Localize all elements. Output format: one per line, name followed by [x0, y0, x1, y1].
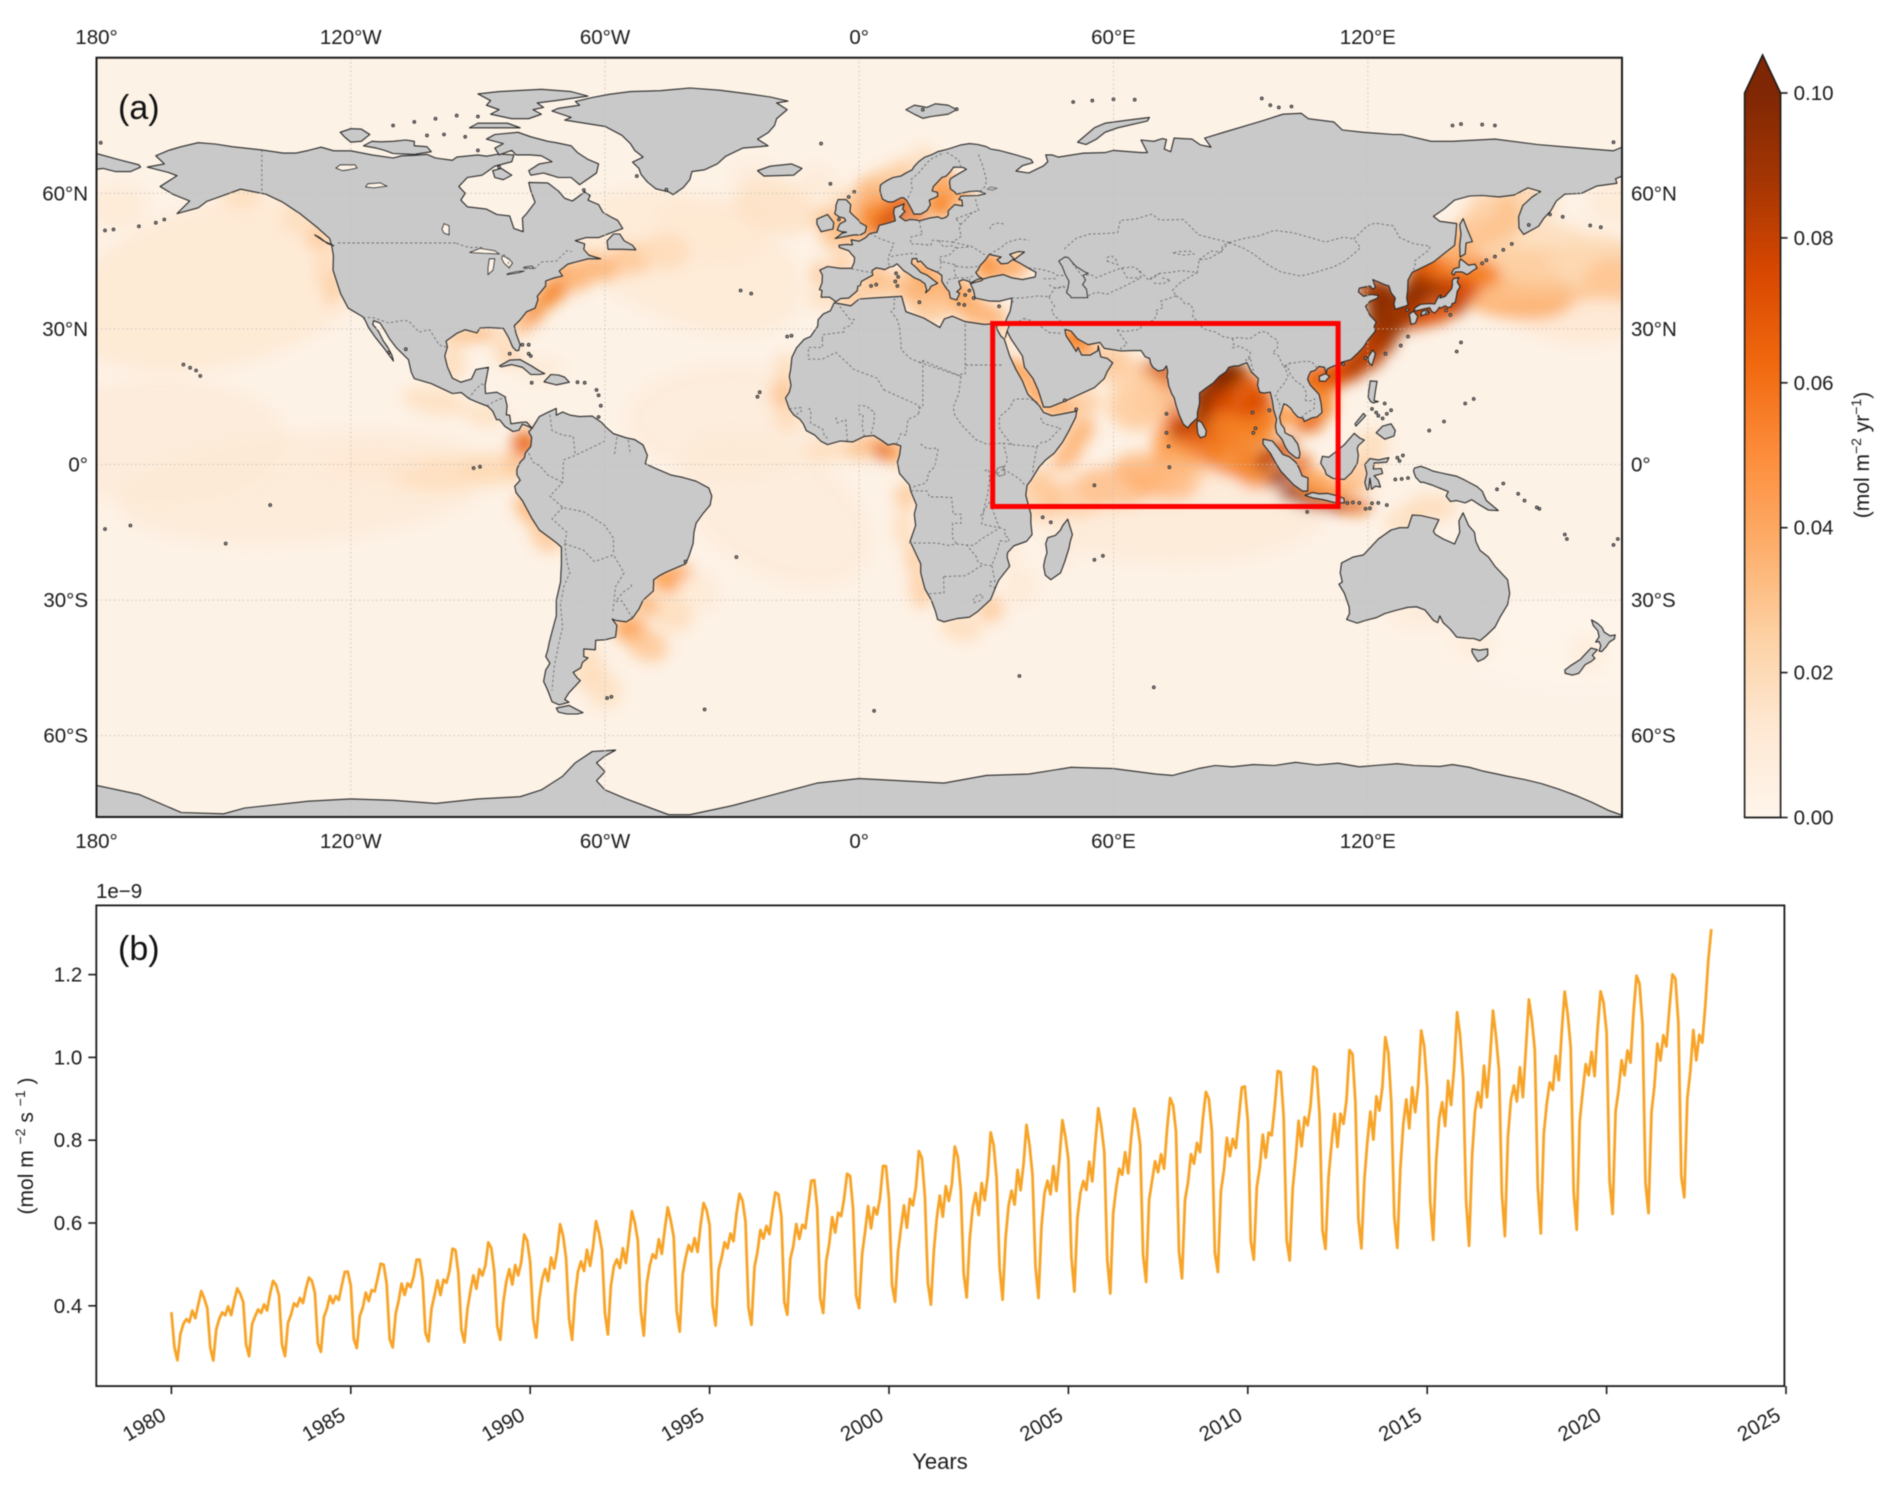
svg-text:1.2: 1.2	[54, 964, 83, 987]
svg-text:30°S: 30°S	[43, 589, 88, 612]
svg-text:0°: 0°	[849, 830, 869, 853]
svg-text:0.4: 0.4	[54, 1295, 83, 1318]
svg-text:0.02: 0.02	[1794, 662, 1834, 685]
svg-text:0°: 0°	[1631, 454, 1651, 477]
svg-text:60°N: 60°N	[1631, 182, 1677, 205]
svg-text:0.00: 0.00	[1794, 807, 1834, 830]
svg-text:0.08: 0.08	[1794, 227, 1834, 250]
svg-text:180°: 180°	[75, 830, 117, 853]
svg-text:0.06: 0.06	[1794, 372, 1834, 395]
svg-text:120°E: 120°E	[1340, 26, 1396, 49]
svg-text:30°N: 30°N	[1631, 318, 1677, 341]
svg-text:120°E: 120°E	[1340, 830, 1396, 853]
svg-text:60°W: 60°W	[580, 830, 631, 853]
svg-text:60°S: 60°S	[43, 725, 88, 748]
svg-text:60°E: 60°E	[1091, 26, 1136, 49]
svg-text:(mol m −2 s −1 ): (mol m −2 s −1 )	[12, 1078, 38, 1215]
svg-text:(a): (a)	[118, 89, 160, 127]
svg-text:0.8: 0.8	[54, 1129, 83, 1152]
svg-text:60°W: 60°W	[580, 26, 631, 49]
svg-text:120°W: 120°W	[320, 26, 382, 49]
svg-text:60°S: 60°S	[1631, 725, 1676, 748]
svg-text:0.10: 0.10	[1794, 82, 1834, 105]
svg-text:30°N: 30°N	[42, 318, 88, 341]
svg-text:120°W: 120°W	[320, 830, 382, 853]
svg-text:1e−9: 1e−9	[96, 880, 142, 903]
svg-text:Years: Years	[912, 1449, 967, 1474]
svg-text:0°: 0°	[68, 454, 88, 477]
svg-text:0.6: 0.6	[54, 1212, 83, 1235]
svg-text:180°: 180°	[75, 26, 117, 49]
svg-text:30°S: 30°S	[1631, 589, 1676, 612]
svg-text:60°E: 60°E	[1091, 830, 1136, 853]
svg-text:(b): (b)	[118, 930, 160, 968]
svg-text:1.0: 1.0	[54, 1046, 83, 1069]
svg-text:60°N: 60°N	[42, 182, 88, 205]
svg-text:0.04: 0.04	[1794, 517, 1834, 540]
svg-text:0°: 0°	[849, 26, 869, 49]
